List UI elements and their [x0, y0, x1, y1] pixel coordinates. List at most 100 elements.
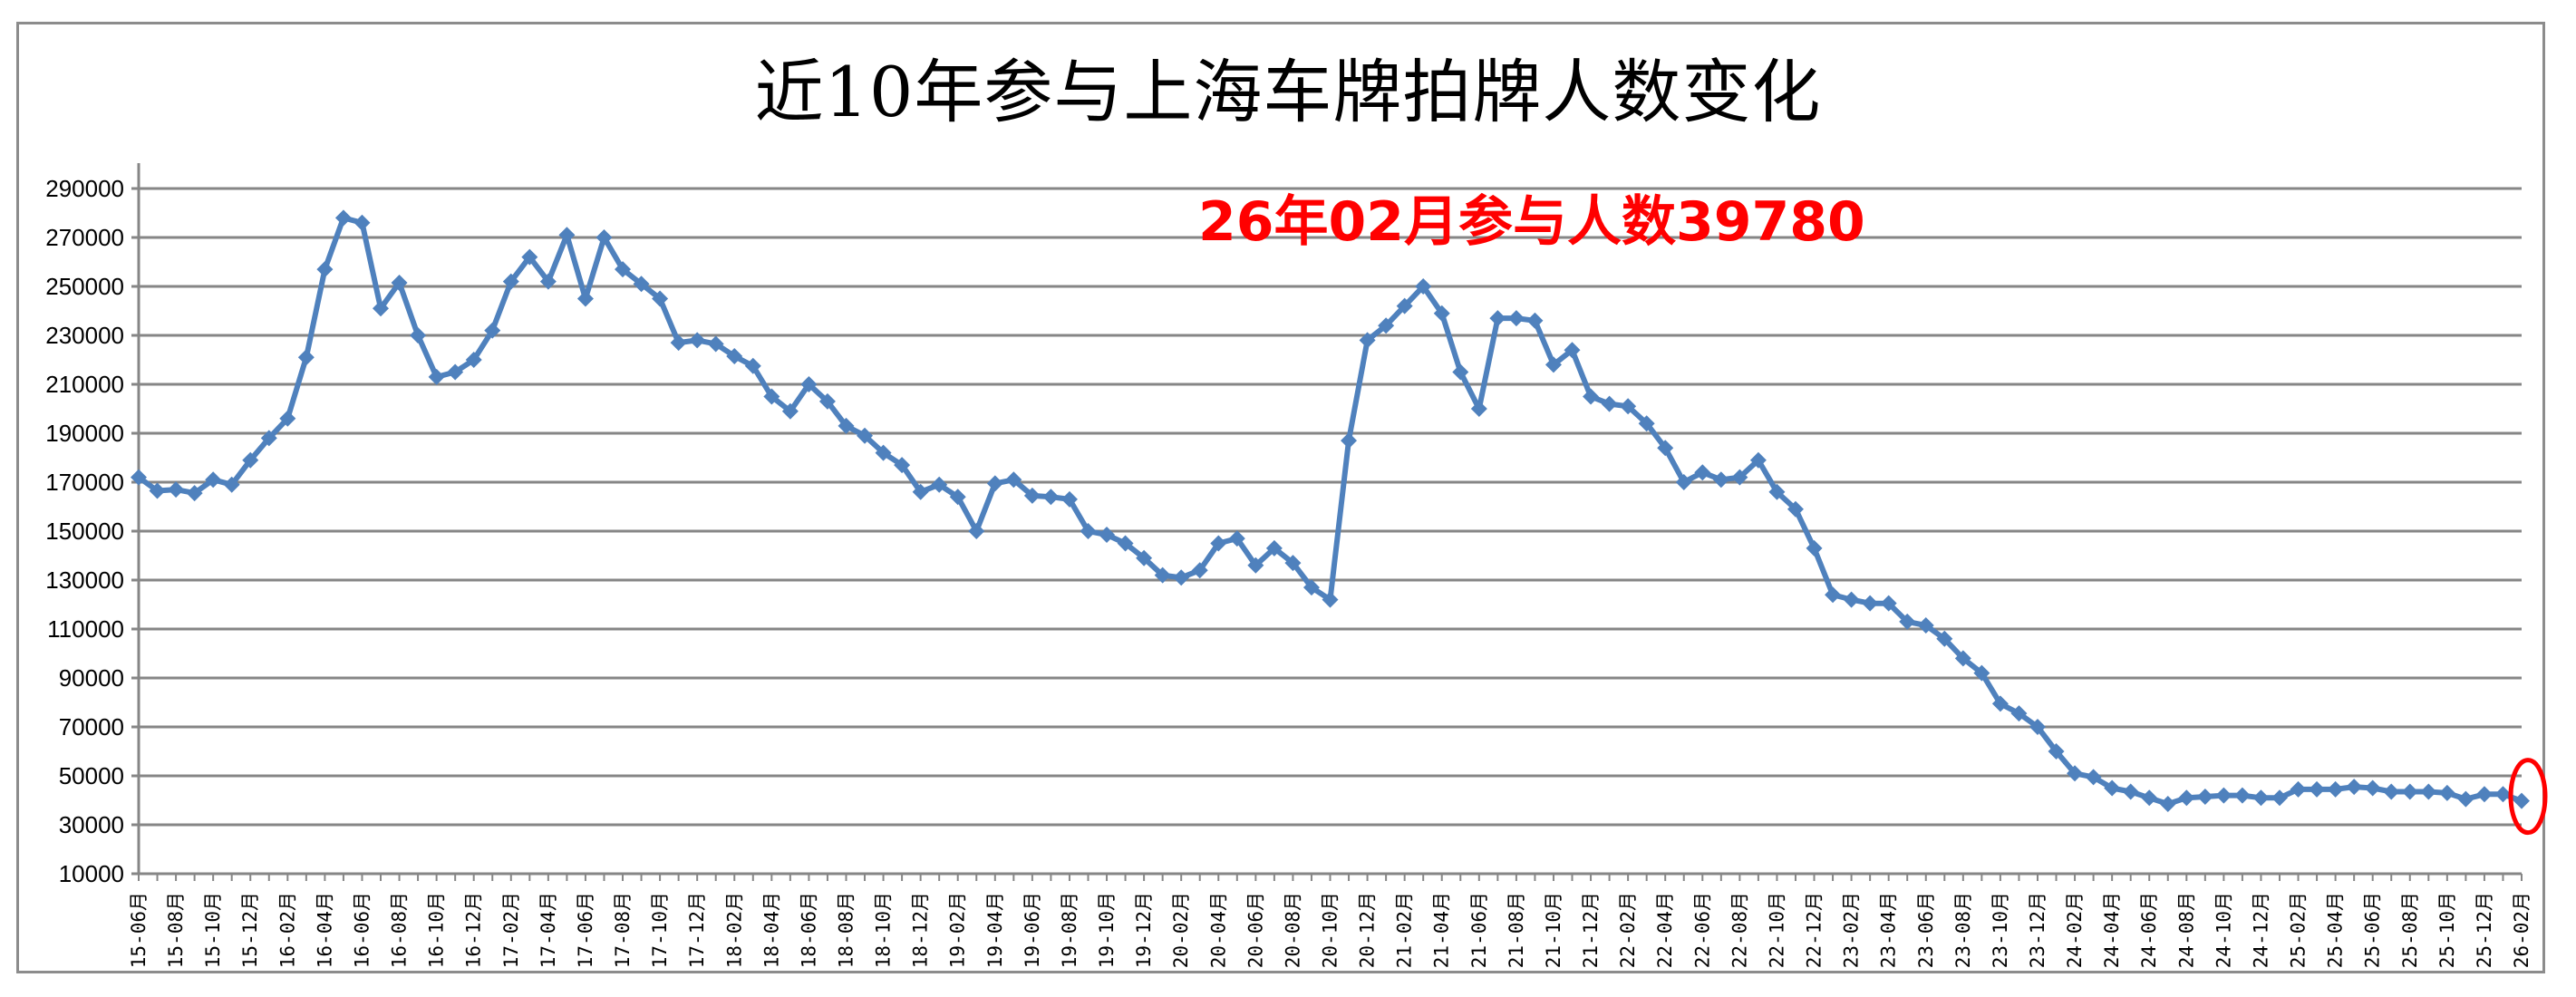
x-tick-label: 22-06月 — [1691, 892, 1713, 968]
data-point-marker — [781, 402, 799, 420]
x-tick-label: 15-10月 — [202, 892, 224, 968]
data-point-marker — [1023, 487, 1041, 504]
data-point-marker — [1991, 695, 2009, 712]
data-point-marker — [2122, 783, 2139, 800]
data-point-marker — [1675, 474, 1692, 490]
data-point-marker — [205, 471, 222, 489]
data-point-marker — [2383, 783, 2400, 800]
data-point-marker — [2457, 790, 2474, 808]
data-point-marker — [838, 417, 855, 434]
data-point-marker — [2085, 769, 2102, 786]
data-point-marker — [2159, 796, 2176, 813]
data-point-marker — [1806, 539, 1823, 557]
y-axis: 10000 30000 50000 70000 90000 110000 130000 150… — [45, 163, 140, 887]
data-point-marker — [1489, 310, 1506, 327]
data-point-marker — [2475, 786, 2493, 803]
y-tick-label: 170000 — [45, 469, 124, 496]
data-point-marker — [707, 335, 724, 353]
data-point-marker — [1712, 471, 1729, 489]
data-point-marker — [1452, 363, 1469, 381]
y-tick-label: 270000 — [45, 224, 124, 251]
data-point-marker — [1415, 278, 1432, 295]
data-point-marker — [484, 322, 501, 339]
data-point-marker — [1768, 483, 1786, 500]
x-tick-label: 22-02月 — [1617, 892, 1639, 968]
x-tick-label: 15-12月 — [239, 892, 261, 968]
data-point-marker — [131, 469, 147, 486]
chart-title: 近10年参与上海车牌拍牌人数变化 — [754, 52, 1822, 132]
y-tick-label: 290000 — [45, 175, 124, 202]
data-point-marker — [1117, 535, 1134, 552]
data-point-marker — [857, 427, 874, 444]
x-tick-label: 23-08月 — [1952, 892, 1974, 968]
x-tick-label: 16-02月 — [276, 892, 298, 968]
data-point-marker — [2290, 780, 2307, 798]
data-point-marker — [1359, 332, 1376, 349]
data-point-marker — [334, 209, 352, 227]
data-point-marker — [2196, 788, 2213, 805]
data-point-marker — [353, 214, 371, 231]
data-point-marker — [1936, 630, 1953, 647]
data-point-marker — [1433, 305, 1450, 322]
data-point-marker — [539, 273, 557, 290]
data-point-marker — [242, 451, 259, 469]
data-point-marker — [1787, 500, 1804, 518]
data-point-marker — [1191, 562, 1208, 579]
y-tick-label: 110000 — [47, 615, 124, 643]
data-point-marker — [744, 357, 761, 374]
data-point-marker — [2420, 783, 2437, 800]
x-tick-label: 16-12月 — [463, 892, 485, 968]
x-tick-label: 21-06月 — [1468, 892, 1490, 968]
data-point-marker — [447, 363, 464, 381]
x-tick-label: 20-10月 — [1320, 892, 1341, 968]
x-tick-label: 24-10月 — [2213, 892, 2234, 968]
data-point-marker — [1749, 451, 1767, 469]
x-tick-label: 25-12月 — [2474, 892, 2495, 968]
data-point-marker — [1303, 579, 1320, 596]
data-point-marker — [615, 261, 632, 278]
x-tick-label: 25-06月 — [2362, 892, 2384, 968]
x-tick-label: 18-12月 — [910, 892, 932, 968]
x-tick-label: 25-08月 — [2399, 892, 2421, 968]
x-tick-label: 21-04月 — [1431, 892, 1453, 968]
x-tick-label: 17-12月 — [686, 892, 708, 968]
gridlines — [139, 187, 2522, 827]
data-series — [131, 209, 2530, 813]
data-point-marker — [1564, 342, 1581, 359]
x-tick-label: 16-04月 — [314, 892, 335, 968]
data-point-marker — [1545, 356, 1562, 373]
x-tick-label: 18-04月 — [760, 892, 782, 968]
data-point-marker — [1378, 317, 1395, 334]
data-point-marker — [428, 368, 445, 385]
y-tick-label: 250000 — [45, 273, 124, 300]
y-tick-label: 90000 — [59, 664, 124, 692]
data-point-marker — [1620, 398, 1637, 415]
highlight-circle — [2508, 758, 2548, 836]
x-tick-label: 22-12月 — [1804, 892, 1825, 968]
data-point-marker — [1099, 527, 1116, 544]
data-point-marker — [1042, 489, 1060, 506]
x-tick-label: 17-02月 — [500, 892, 522, 968]
x-tick-label: 23-02月 — [1841, 892, 1863, 968]
data-point-marker — [1210, 535, 1227, 552]
chart-frame — [16, 22, 2545, 973]
x-tick-label: 15-08月 — [165, 892, 187, 968]
data-point-marker — [1583, 388, 1600, 405]
series-line — [137, 215, 2523, 807]
data-point-marker — [894, 457, 911, 474]
x-tick-label: 18-02月 — [723, 892, 745, 968]
data-point-marker — [1899, 613, 1916, 630]
data-point-marker — [875, 444, 892, 461]
x-axis: 15-06月 15-08月 15-10月 15-12月 16-02月 16-04月 16-0… — [128, 872, 2532, 968]
data-point-marker — [2048, 743, 2065, 760]
x-tick-label: 22-04月 — [1654, 892, 1676, 968]
data-point-marker — [2513, 792, 2530, 809]
data-point-marker — [2494, 786, 2512, 803]
x-tick-label: 18-08月 — [835, 892, 857, 968]
data-point-marker — [2309, 780, 2326, 798]
x-tick-label: 20-08月 — [1282, 892, 1303, 968]
data-point-marker — [1880, 595, 1897, 612]
x-tick-label: 21-12月 — [1580, 892, 1602, 968]
y-tick-label: 230000 — [45, 322, 124, 349]
data-point-marker — [1657, 440, 1674, 457]
